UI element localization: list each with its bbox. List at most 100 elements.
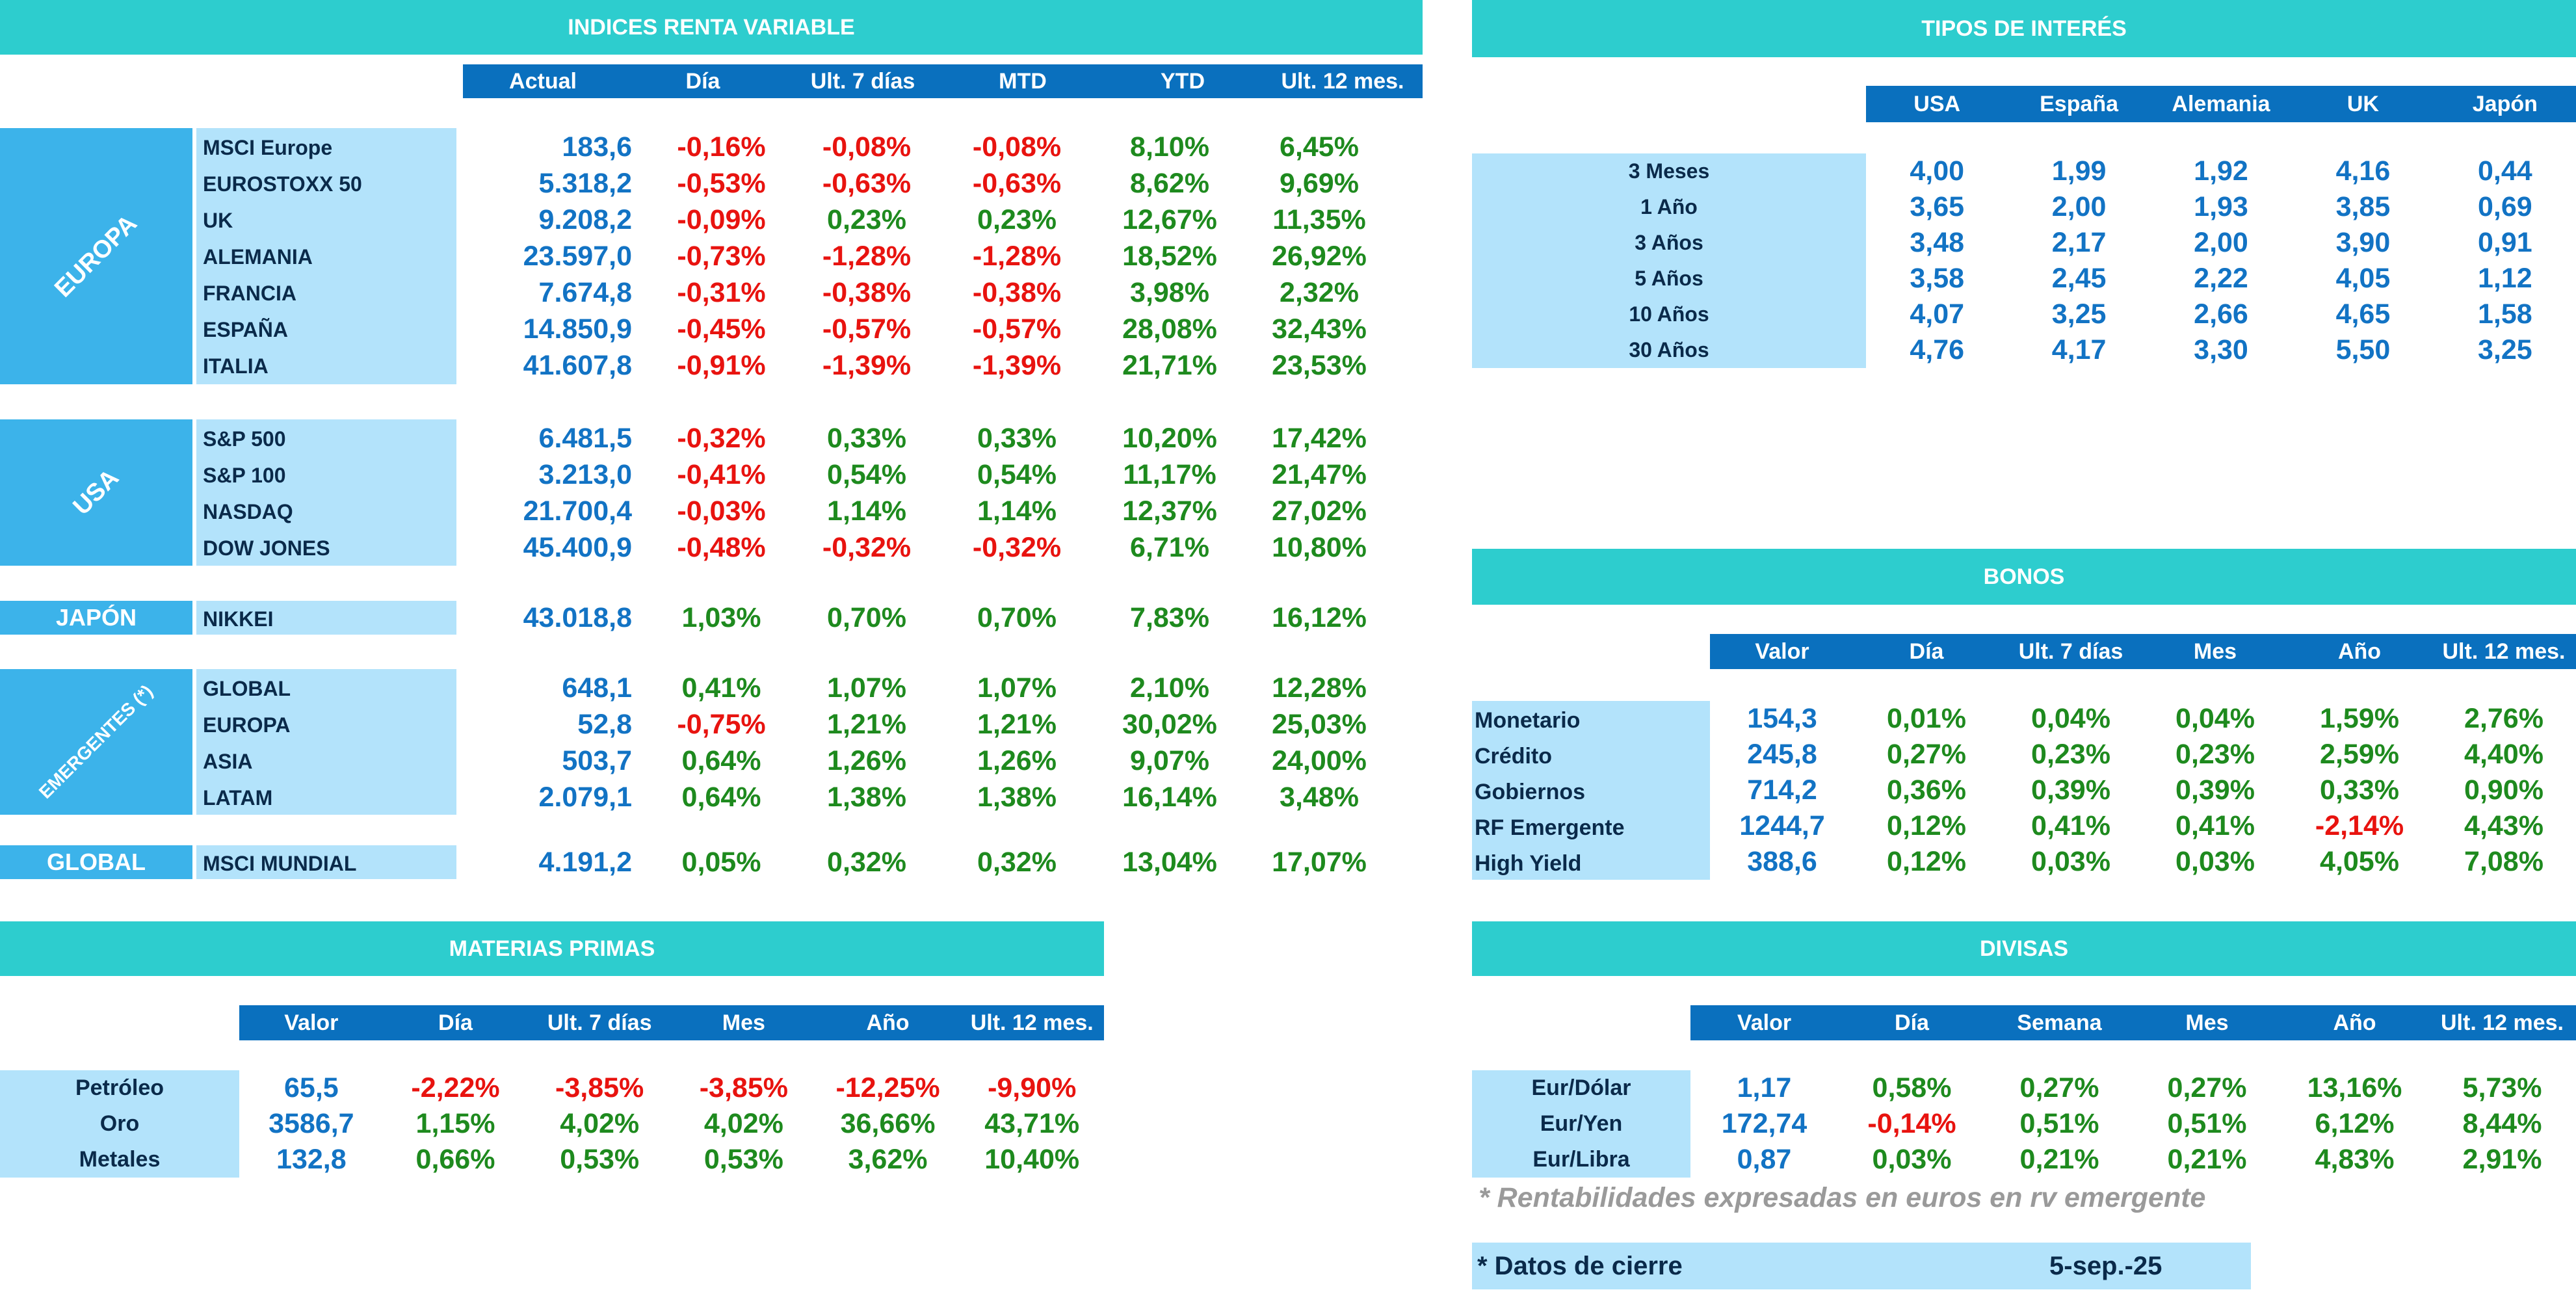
value-cell: 4,02%	[560, 1108, 640, 1139]
value-cell: 12,28%	[1272, 672, 1367, 704]
value-cell: 3,62%	[848, 1144, 928, 1175]
term-label: 10 Años	[1629, 302, 1709, 326]
value-cell: 1,07%	[977, 672, 1057, 704]
value-cell: -0,57%	[822, 313, 912, 345]
divisas-labels: Eur/Dólar Eur/Yen Eur/Libra	[1472, 1070, 1690, 1178]
value-cell: 172,74	[1721, 1108, 1807, 1139]
table-row: 245,8 0,27% 0,23% 0,23% 2,59% 4,40%	[1710, 737, 2576, 772]
index-name: UK	[203, 209, 233, 232]
value-cell: 0,70%	[977, 601, 1057, 633]
value-cell: 0,01%	[1887, 703, 1966, 734]
table-row: 7.674,8 -0,31% -0,38% -0,38% 3,98% 2,32%	[463, 274, 1423, 311]
table-row: 4,00 1,99 1,92 4,16 0,44	[1866, 153, 2576, 189]
value-cell: 32,43%	[1272, 313, 1367, 345]
value-cell: 9,07%	[1130, 745, 1209, 776]
value-cell: 1244,7	[1739, 810, 1825, 841]
col-header: MTD	[999, 68, 1047, 94]
group-europa: EUROPA	[0, 128, 192, 384]
value-cell: 12,67%	[1122, 204, 1217, 235]
value-cell: 6,12%	[2315, 1108, 2395, 1139]
value-cell: -0,75%	[677, 708, 766, 740]
group-global: GLOBAL	[0, 845, 192, 879]
col-header: Ult. 12 mes.	[2442, 639, 2566, 664]
value-cell: -0,53%	[677, 167, 766, 199]
value-cell: 7,83%	[1130, 601, 1209, 633]
table-row: 132,8 0,66% 0,53% 0,53% 3,62% 10,40%	[239, 1142, 1104, 1178]
table-row: 21.700,4 -0,03% 1,14% 1,14% 12,37% 27,02…	[463, 493, 1423, 529]
term-label: 3 Años	[1635, 231, 1703, 254]
value-cell: 0,41%	[2031, 810, 2110, 841]
col-header: Actual	[509, 68, 577, 94]
value-cell: -0,41%	[677, 458, 766, 490]
value-cell: 4,65	[2335, 298, 2391, 330]
col-header: USA	[1913, 91, 1961, 116]
value-cell: 6,71%	[1130, 531, 1209, 563]
value-cell: -0,63%	[972, 167, 1062, 199]
value-cell: 30,02%	[1122, 708, 1217, 740]
value-cell: -0,08%	[822, 131, 912, 163]
value-cell: 0,54%	[827, 458, 906, 490]
value-cell: -0,63%	[822, 167, 912, 199]
value-cell: 36,66%	[840, 1108, 936, 1139]
value-cell: -0,31%	[677, 276, 766, 308]
table-row: 5.318,2 -0,53% -0,63% -0,63% 8,62% 9,69%	[463, 165, 1423, 202]
bond-label: Monetario	[1475, 708, 1581, 733]
value-cell: 1,38%	[827, 781, 906, 813]
value-cell: 0,39%	[2175, 774, 2255, 806]
table-row: 65,5 -2,22% -3,85% -3,85% -12,25% -9,90%	[239, 1070, 1104, 1106]
value-cell: 28,08%	[1122, 313, 1217, 345]
value-cell: 714,2	[1747, 774, 1817, 806]
value-cell: 3,90	[2335, 227, 2391, 258]
value-cell: 4,07	[1910, 298, 1965, 330]
value-cell: 1,03%	[681, 601, 761, 633]
value-cell: -0,38%	[972, 276, 1062, 308]
value-cell: 9,69%	[1280, 167, 1359, 199]
bond-label: High Yield	[1475, 851, 1582, 876]
value-cell: 3,25	[2051, 298, 2107, 330]
term-label: 3 Meses	[1628, 159, 1710, 183]
value-cell: 41.607,8	[523, 349, 632, 381]
table-row: 1244,7 0,12% 0,41% 0,41% -2,14% 4,43%	[1710, 808, 2576, 844]
value-cell: 0,91	[2477, 227, 2532, 258]
table-row: 3586,7 1,15% 4,02% 4,02% 36,66% 43,71%	[239, 1106, 1104, 1142]
col-header: Ult. 12 mes.	[2441, 1010, 2564, 1035]
commodity-label: Petróleo	[75, 1075, 164, 1100]
value-cell: -0,48%	[677, 531, 766, 563]
value-cell: 0,27%	[2167, 1072, 2247, 1103]
table-row: 2.079,1 0,64% 1,38% 1,38% 16,14% 3,48%	[463, 779, 1423, 815]
value-cell: 1,12	[2477, 263, 2532, 294]
bonos-header: Valor Día Ult. 7 días Mes Año Ult. 12 me…	[1710, 634, 2576, 669]
value-cell: -0,45%	[677, 313, 766, 345]
value-cell: 0,53%	[560, 1144, 640, 1175]
value-cell: 3,30	[2194, 334, 2248, 365]
value-cell: 2,91%	[2462, 1144, 2542, 1175]
col-header: Día	[1895, 1010, 1929, 1035]
value-cell: 11,17%	[1123, 458, 1216, 490]
value-cell: 27,02%	[1272, 495, 1367, 527]
europa-labels: MSCI Europe EUROSTOXX 50 UK ALEMANIA FRA…	[196, 128, 456, 384]
bonos-labels: Monetario Crédito Gobiernos RF Emergente…	[1472, 701, 1710, 880]
value-cell: -0,57%	[972, 313, 1062, 345]
value-cell: 0,27%	[1887, 739, 1966, 770]
value-cell: 8,62%	[1130, 167, 1209, 199]
value-cell: 7.674,8	[538, 276, 632, 308]
value-cell: 4,43%	[2464, 810, 2543, 841]
term-label: 1 Año	[1640, 195, 1698, 218]
table-row: 1,17 0,58% 0,27% 0,27% 13,16% 5,73%	[1690, 1070, 2576, 1106]
value-cell: 0,64%	[681, 745, 761, 776]
value-cell: -0,14%	[1867, 1108, 1956, 1139]
value-cell: 0,41%	[2175, 810, 2255, 841]
value-cell: 0,66%	[415, 1144, 495, 1175]
value-cell: 2.079,1	[538, 781, 632, 813]
value-cell: -2,14%	[2315, 810, 2404, 841]
value-cell: 4,76	[1910, 334, 1965, 365]
value-cell: 23,53%	[1272, 349, 1367, 381]
value-cell: 4.191,2	[538, 846, 632, 878]
value-cell: 0,69	[2477, 191, 2532, 222]
global-labels: MSCI MUNDIAL	[196, 845, 456, 879]
col-header: Ult. 12 mes.	[1281, 68, 1404, 94]
index-name: EUROPA	[203, 713, 291, 737]
index-name: S&P 100	[203, 464, 286, 487]
value-cell: -2,22%	[411, 1072, 500, 1103]
value-cell: 14.850,9	[523, 313, 632, 345]
